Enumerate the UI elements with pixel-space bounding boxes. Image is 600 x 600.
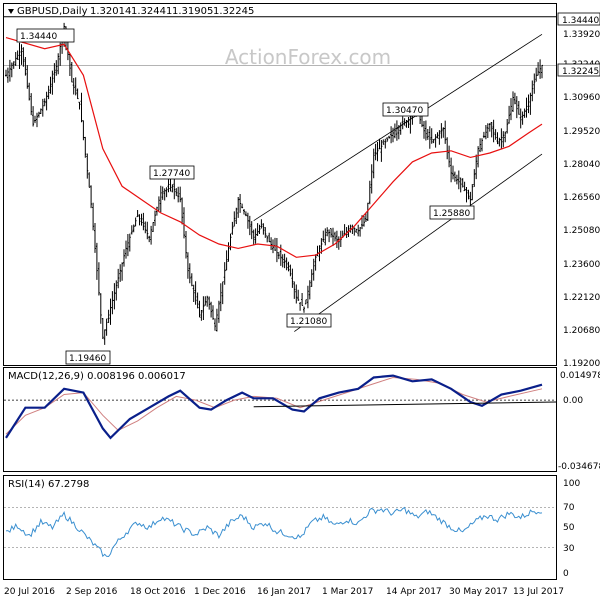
price-axis: 1.33920 1.30960 1.29520 1.28040 1.26560 … [563,30,600,369]
rsi-line [5,506,543,558]
x-tick-label: 2 Sep 2016 [66,587,118,597]
x-tick-label: 1 Dec 2016 [194,587,246,597]
x-tick-label: 1 Mar 2017 [322,587,373,597]
price-tick: 1.20680 [563,326,600,336]
rsi-tick: 0 [563,569,569,579]
price-tick: 1.19200 [563,359,600,369]
channel-upper-line [253,33,543,222]
annotation-119460: 1.19460 [65,350,111,365]
svg-text:1.25880: 1.25880 [433,209,470,219]
rsi-panel-frame [3,475,557,580]
svg-text:1.21080: 1.21080 [290,317,327,327]
watermark: ActionForex.com [225,45,391,69]
price-tick: 1.23600 [563,260,600,270]
macd-signal-line [5,376,543,435]
annotation-130470: 1.30470 [382,102,429,117]
price-tick: 1.26560 [563,193,600,203]
rsi-label: RSI(14) 67.2798 [8,479,89,490]
svg-text:1.30470: 1.30470 [386,106,423,116]
price-tick: 1.30960 [563,93,600,103]
price-candles [5,22,543,345]
x-tick-label: 20 Jul 2016 [4,587,55,597]
annotation-125880: 1.25880 [429,205,475,220]
macd-panel-frame [3,367,557,472]
macd-tick: 0.014978 [560,371,600,381]
svg-text:1.34440: 1.34440 [20,32,57,42]
price-tick: 1.25080 [563,226,600,236]
ohlc-open: 1.32014 [90,6,131,17]
annotation-121080: 1.21080 [286,313,332,328]
price-tick: 1.33920 [563,30,600,40]
rsi-tick: 70 [563,503,575,513]
macd-trend-line [253,401,557,408]
macd-label: MACD(12,26,9) 0.008196 0.006017 [8,371,186,382]
macd-tick: 0.00 [563,396,583,406]
channel-lower-line [294,153,543,332]
price-tick: 1.29520 [563,127,600,137]
price-tick: 1.28040 [563,160,600,170]
current-price-tag: 1.32245 [557,63,600,77]
x-tick-label: 16 Jan 2017 [257,587,311,597]
ohlc-low: 1.31905 [172,6,213,17]
price-panel-frame [3,3,557,366]
x-tick-label: 14 Apr 2017 [386,587,442,597]
annotation-134440: 1.34440 [16,28,75,43]
rsi-tick: 100 [563,479,580,489]
moving-average-line [5,37,543,258]
collapse-triangle-icon[interactable] [8,9,14,14]
x-tick-label: 30 May 2017 [449,587,508,597]
price-tick: 1.22120 [563,293,600,303]
svg-text:1.27740: 1.27740 [153,169,190,179]
x-tick-label: 18 Oct 2016 [130,587,186,597]
annotation-127740: 1.27740 [149,165,195,180]
svg-text:1.19460: 1.19460 [69,354,106,364]
price-title: GBPUSD,Daily [17,6,88,17]
x-tick-label: 13 Jul 2017 [513,587,564,597]
svg-text:1.32245: 1.32245 [562,67,599,77]
ohlc-high: 1.32441 [131,6,172,17]
svg-text:1.34440: 1.34440 [562,16,599,26]
level-price-tag: 1.34440 [557,12,600,26]
x-axis: 20 Jul 2016 2 Sep 2016 18 Oct 2016 1 Dec… [4,587,564,597]
macd-tick: -0.034678 [558,462,600,472]
macd-main-line [5,374,543,440]
ohlc-close: 1.32245 [213,6,254,17]
rsi-tick: 30 [563,544,575,554]
rsi-tick-hidden: 50 [563,523,575,533]
